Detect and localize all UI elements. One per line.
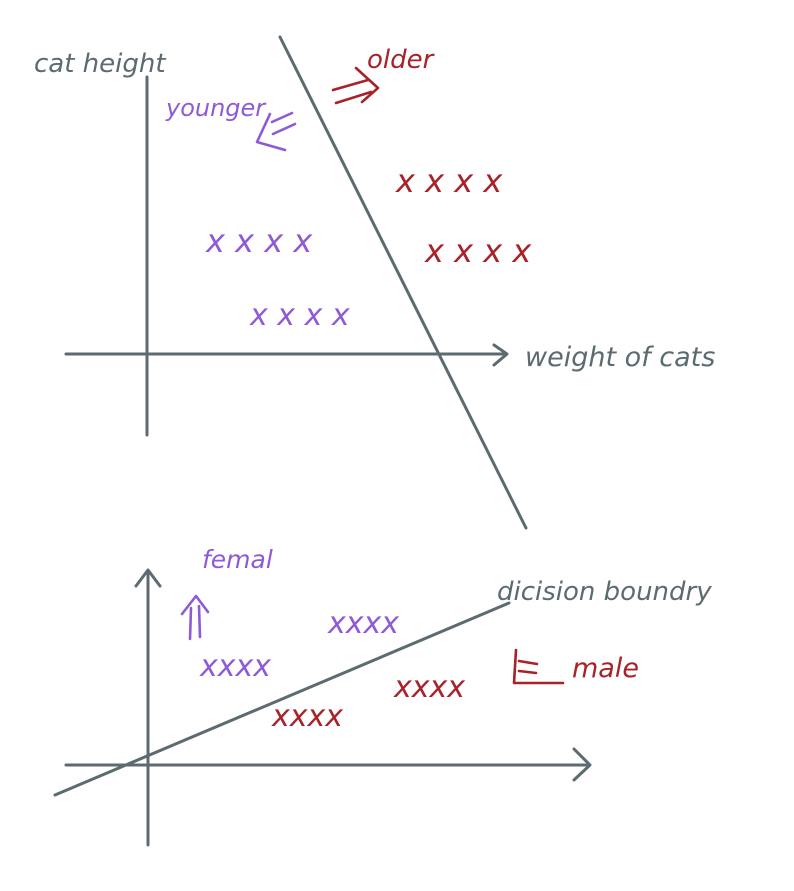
bottom-y-axis-arrowhead (134, 568, 162, 588)
top-right-cluster-row-2: x x x x (424, 232, 532, 270)
bottom-plot: dicision boundry femal male xxxx xxxx xx… (53, 545, 712, 847)
top-x-axis-arrowhead (492, 343, 509, 367)
younger-arrow-icon (255, 111, 297, 152)
top-x-axis-label: weight of cats (525, 342, 715, 373)
top-plot: cat height weight of cats younger older … (34, 35, 715, 530)
top-left-cluster-row-1: x x x x (205, 222, 313, 260)
older-label: older (367, 45, 436, 75)
bottom-bottom-cluster-left: xxxx (271, 699, 343, 734)
top-right-cluster-row-1: x x x x (395, 162, 503, 200)
older-arrow-icon (331, 66, 380, 105)
top-y-axis-label: cat height (34, 49, 166, 79)
decision-boundary-label: dicision boundry (497, 577, 712, 607)
bottom-decision-boundary (53, 601, 511, 797)
male-label: male (572, 653, 639, 684)
bottom-x-axis-arrowhead (572, 747, 592, 782)
female-arrow-icon (180, 594, 210, 641)
top-decision-boundary (278, 35, 528, 530)
bottom-bottom-cluster-right: xxxx (393, 670, 465, 705)
male-arrow-icon (512, 648, 565, 685)
female-label: femal (202, 545, 273, 574)
top-left-cluster-row-2: x x x x (249, 298, 350, 333)
bottom-top-cluster-right: xxxx (327, 606, 399, 641)
younger-label: younger (165, 94, 267, 122)
bottom-top-cluster-left: xxxx (199, 649, 271, 684)
